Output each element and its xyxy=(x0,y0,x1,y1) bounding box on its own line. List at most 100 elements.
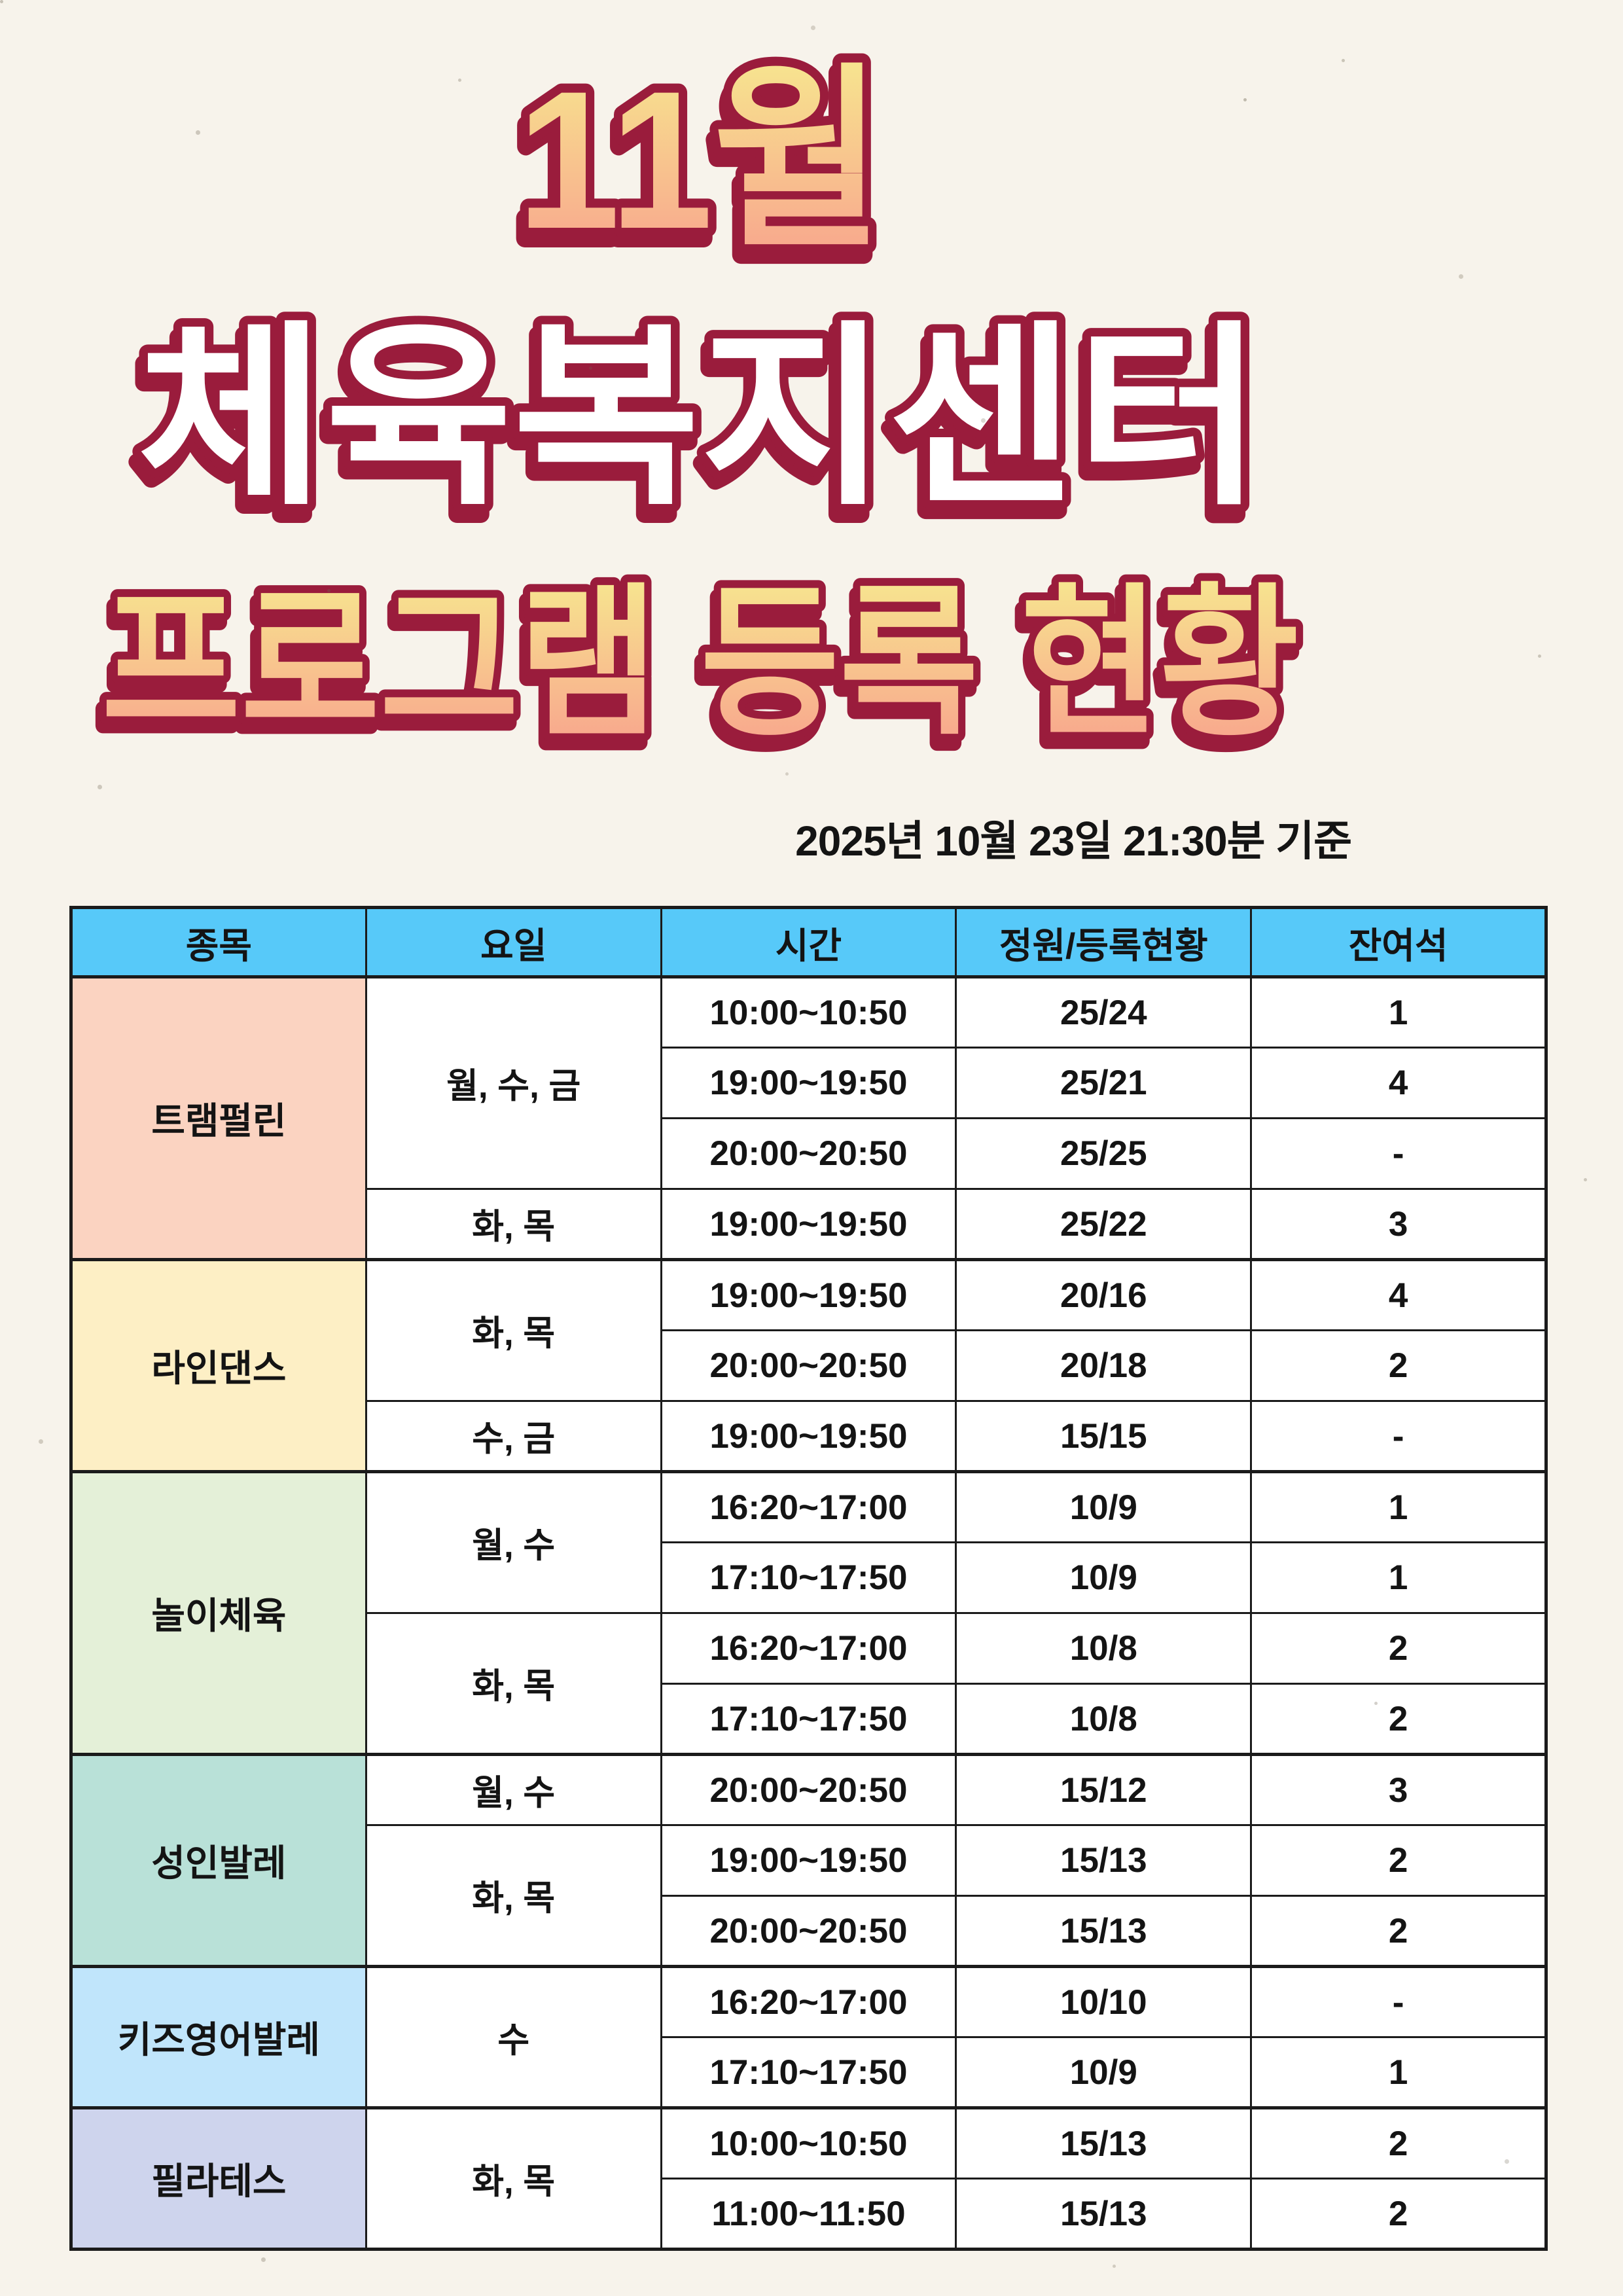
day-cell: 수 xyxy=(365,1965,662,2109)
time-cell: 19:00~19:50 xyxy=(660,1188,957,1261)
capacity-cell: 15/13 xyxy=(955,1895,1253,1967)
sport-cell: 라인댄스 xyxy=(70,1258,367,1473)
remaining-cell: 1 xyxy=(1250,975,1547,1049)
program-table: 종목 요일 시간 정원/등록현황 잔여석 트램펄린 월, 수, 금 10:00~10… xyxy=(69,906,1548,2251)
remaining-cell: 2 xyxy=(1250,1329,1547,1402)
remaining-cell: 3 xyxy=(1250,1188,1547,1261)
capacity-cell: 15/13 xyxy=(955,2178,1253,2250)
capacity-cell: 25/24 xyxy=(955,975,1253,1049)
col-header-sport: 종목 xyxy=(70,906,367,978)
table-row: 화, 목 16:20~17:00 10/8 2 xyxy=(71,1612,1547,1755)
time-cell: 19:00~19:50 xyxy=(660,1258,957,1331)
table-row: 17:10~17:50 10/8 2 xyxy=(71,1683,1547,1755)
title-status: 프로그램 등록 현황 xyxy=(101,572,1299,755)
title-line-status: 프로그램 등록 현황 프로그램 등록 현황 xyxy=(90,564,1307,772)
remaining-cell: 2 xyxy=(1250,1895,1547,1967)
time-cell: 20:00~20:50 xyxy=(660,1895,957,1967)
time-cell: 10:00~10:50 xyxy=(660,2106,957,2179)
time-cell: 20:00~20:50 xyxy=(660,1117,957,1190)
day-cell: 화, 목 xyxy=(365,1258,662,1402)
table-row: 20:00~20:50 20/18 2 xyxy=(71,1329,1547,1402)
title-center-extrusion: 체육복지센터 xyxy=(134,318,1259,538)
remaining-cell: 2 xyxy=(1250,2178,1547,2250)
col-header-remaining: 잔여석 xyxy=(1250,906,1547,978)
table-row: 성인발레 월, 수 20:00~20:50 15/12 3 xyxy=(70,1753,1547,1967)
capacity-cell: 25/21 xyxy=(955,1047,1253,1119)
capacity-cell: 10/9 xyxy=(955,1470,1253,1543)
table-row: 17:10~17:50 10/9 1 xyxy=(71,1541,1547,1614)
time-cell: 16:20~17:00 xyxy=(660,1612,957,1685)
time-cell: 19:00~19:50 xyxy=(660,1400,957,1473)
table-row: 화, 목 19:00~19:50 25/22 3 xyxy=(71,1188,1547,1261)
sport-cell: 놀이체육 xyxy=(70,1470,367,1755)
remaining-cell: 2 xyxy=(1250,1683,1547,1755)
title-status-extrusion: 프로그램 등록 현황 xyxy=(98,581,1295,764)
remaining-cell: 1 xyxy=(1250,2036,1547,2109)
remaining-cell: 2 xyxy=(1250,2106,1547,2179)
capacity-cell: 10/9 xyxy=(955,1541,1253,1614)
time-cell: 11:00~11:50 xyxy=(660,2178,957,2250)
table-row: 필라테스 화, 목 10:00~10:50 15/13 2 xyxy=(70,2106,1547,2250)
col-header-day: 요일 xyxy=(365,906,662,978)
title-line-center: 체육복지센터 체육복지센터 xyxy=(125,299,1272,543)
time-cell: 20:00~20:50 xyxy=(660,1753,957,1826)
capacity-cell: 15/13 xyxy=(955,1824,1253,1897)
capacity-cell: 25/22 xyxy=(955,1188,1253,1261)
capacity-cell: 10/8 xyxy=(955,1683,1253,1755)
sport-cell: 필라테스 xyxy=(70,2106,367,2250)
time-cell: 19:00~19:50 xyxy=(660,1047,957,1119)
remaining-cell: 4 xyxy=(1250,1258,1547,1331)
table-row: 키즈영어발레 수 16:20~17:00 10/10- xyxy=(70,1965,1547,2109)
as-of-date: 2025년 10월 23일 21:30분 기준 xyxy=(795,817,1352,865)
capacity-cell: 10/9 xyxy=(955,2036,1253,2109)
capacity-cell: 20/16 xyxy=(955,1258,1253,1331)
day-cell: 화, 목 xyxy=(365,2106,662,2250)
table-header: 종목 요일 시간 정원/등록현황 잔여석 xyxy=(70,906,1547,978)
remaining-cell: 3 xyxy=(1250,1753,1547,1826)
remaining-cell: 2 xyxy=(1250,1824,1547,1897)
remaining-cell: - xyxy=(1250,1400,1547,1473)
title-month: 11월 xyxy=(517,50,883,270)
sport-cell: 성인발레 xyxy=(70,1753,367,1967)
day-cell: 화, 목 xyxy=(365,1824,662,1967)
time-cell: 16:20~17:00 xyxy=(660,1965,957,2038)
table-row: 라인댄스 화, 목 19:00~19:50 20/16 4 xyxy=(70,1258,1547,1473)
table-row: 11:00~11:50 15/13 2 xyxy=(71,2178,1547,2250)
time-cell: 20:00~20:50 xyxy=(660,1329,957,1402)
time-cell: 16:20~17:00 xyxy=(660,1470,957,1543)
remaining-cell: 1 xyxy=(1250,1470,1547,1543)
time-cell: 10:00~10:50 xyxy=(660,975,957,1049)
table-row: 수, 금 19:00~19:50 15/15- xyxy=(71,1400,1547,1473)
capacity-cell: 20/18 xyxy=(955,1329,1253,1402)
capacity-cell: 10/8 xyxy=(955,1612,1253,1685)
remaining-cell: - xyxy=(1250,1965,1547,2038)
col-header-capacity: 정원/등록현황 xyxy=(955,906,1253,978)
day-cell: 월, 수 xyxy=(365,1753,662,1826)
table-row: 트램펄린 월, 수, 금 10:00~10:50 25/24 1 xyxy=(70,975,1547,1261)
capacity-cell: 25/25 xyxy=(955,1117,1253,1190)
day-cell: 월, 수 xyxy=(365,1470,662,1614)
time-cell: 17:10~17:50 xyxy=(660,1683,957,1755)
sport-cell: 트램펄린 xyxy=(70,975,367,1261)
table-row: 놀이체육 월, 수 16:20~17:00 10/9 1 xyxy=(70,1470,1547,1755)
day-cell: 화, 목 xyxy=(365,1612,662,1755)
title-center: 체육복지센터 xyxy=(137,308,1263,528)
remaining-cell: - xyxy=(1250,1117,1547,1190)
capacity-cell: 15/13 xyxy=(955,2106,1253,2179)
header-row: 종목 요일 시간 정원/등록현황 잔여석 xyxy=(70,906,1547,978)
sport-cell: 키즈영어발레 xyxy=(70,1965,367,2109)
time-cell: 17:10~17:50 xyxy=(660,1541,957,1614)
table-body: 트램펄린 월, 수, 금 10:00~10:50 25/24 1 19:00~19:50 2… xyxy=(70,975,1547,2250)
col-header-time: 시간 xyxy=(660,906,957,978)
table-row: 19:00~19:50 25/21 4 xyxy=(71,1047,1547,1119)
remaining-cell: 4 xyxy=(1250,1047,1547,1119)
capacity-cell: 15/15 xyxy=(955,1400,1253,1473)
table-row: 20:00~20:50 15/13 2 xyxy=(71,1895,1547,1967)
table-row: 17:10~17:50 10/9 1 xyxy=(71,2036,1547,2109)
table-row: 20:00~20:50 25/25- xyxy=(71,1117,1547,1190)
day-cell: 월, 수, 금 xyxy=(365,975,662,1190)
capacity-cell: 10/10 xyxy=(955,1965,1253,2038)
day-cell: 화, 목 xyxy=(365,1188,662,1261)
remaining-cell: 2 xyxy=(1250,1612,1547,1685)
